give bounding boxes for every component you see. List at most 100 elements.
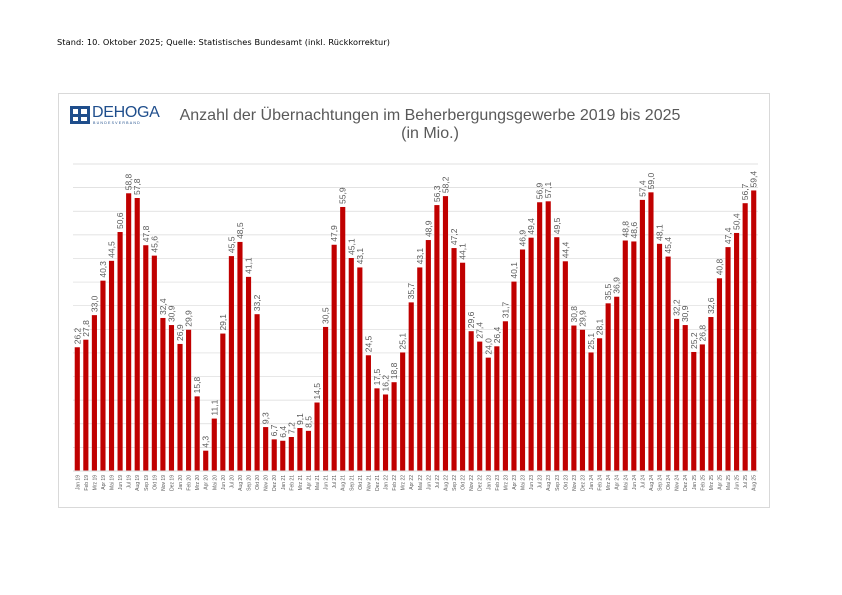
bar bbox=[408, 302, 414, 471]
bar bbox=[605, 303, 611, 471]
bar bbox=[631, 241, 637, 471]
value-label: 50,4 bbox=[732, 213, 742, 230]
x-tick-label: Jul 19 bbox=[127, 475, 133, 489]
value-label: 45,1 bbox=[346, 238, 356, 255]
x-tick-label: Feb 20 bbox=[187, 475, 193, 491]
value-label: 30,5 bbox=[321, 307, 331, 324]
x-tick-label: Mrz 19 bbox=[92, 475, 98, 491]
value-label: 27,8 bbox=[81, 320, 91, 337]
value-label: 50,6 bbox=[115, 212, 125, 229]
x-tick-label: Sep 23 bbox=[555, 475, 561, 491]
value-label: 56,3 bbox=[432, 185, 442, 202]
x-tick-label: Jun 23 bbox=[529, 475, 535, 490]
value-label: 29,9 bbox=[577, 310, 587, 327]
bar bbox=[168, 325, 175, 471]
bar bbox=[211, 418, 217, 471]
value-label: 29,6 bbox=[466, 311, 476, 328]
source-note: Stand: 10. Oktober 2025; Quelle: Statist… bbox=[57, 37, 391, 47]
x-tick-label: Feb 21 bbox=[289, 475, 295, 491]
value-label: 7,2 bbox=[286, 422, 296, 434]
value-label: 48,9 bbox=[423, 220, 433, 237]
bar bbox=[348, 257, 354, 471]
bar bbox=[143, 245, 149, 471]
bar bbox=[502, 321, 508, 471]
value-label: 32,4 bbox=[158, 298, 168, 315]
bar bbox=[365, 355, 371, 471]
bar bbox=[331, 244, 337, 471]
bar bbox=[117, 232, 123, 471]
bar bbox=[648, 192, 654, 472]
x-tick-label: Aug 23 bbox=[546, 475, 552, 491]
x-tick-label: Jun 20 bbox=[221, 475, 227, 490]
x-tick-label: Jun 25 bbox=[735, 475, 741, 490]
value-label: 27,4 bbox=[475, 322, 485, 339]
bar bbox=[126, 193, 132, 471]
value-label: 24,0 bbox=[483, 338, 493, 355]
value-label: 24,5 bbox=[363, 335, 373, 352]
x-tick-label: Jan 21 bbox=[281, 475, 287, 490]
x-tick-label: Jan 24 bbox=[589, 475, 595, 490]
value-label: 25,1 bbox=[586, 333, 596, 350]
bar bbox=[297, 428, 303, 471]
x-tick-label: Dez 21 bbox=[375, 475, 381, 491]
bar bbox=[237, 241, 243, 471]
bar bbox=[305, 430, 312, 471]
value-label: 30,8 bbox=[569, 306, 579, 323]
x-tick-label: Okt 19 bbox=[152, 475, 158, 490]
value-label: 32,6 bbox=[706, 297, 716, 314]
x-tick-label: Aug 24 bbox=[649, 475, 655, 491]
bar bbox=[134, 198, 140, 471]
value-label: 18,8 bbox=[389, 362, 399, 379]
x-tick-label: Nov 22 bbox=[469, 475, 475, 491]
value-label: 35,7 bbox=[406, 283, 416, 300]
bar bbox=[716, 278, 723, 471]
value-label: 56,7 bbox=[740, 183, 750, 200]
value-label: 26,9 bbox=[175, 324, 185, 341]
x-tick-label: Apr 23 bbox=[512, 475, 518, 490]
bar bbox=[374, 388, 380, 471]
value-label: 57,1 bbox=[543, 181, 553, 198]
x-tick-label: Sep 19 bbox=[144, 475, 150, 491]
bars bbox=[74, 190, 757, 472]
x-tick-label: Jul 20 bbox=[229, 475, 235, 489]
x-tick-label: Mai 22 bbox=[418, 475, 424, 490]
bar bbox=[280, 440, 286, 471]
x-tick-label: Okt 23 bbox=[563, 475, 569, 490]
x-tick-label: Aug 22 bbox=[443, 475, 449, 491]
value-label: 59,0 bbox=[646, 173, 656, 190]
x-tick-label: Apr 22 bbox=[409, 475, 415, 490]
x-tick-label: Mrz 20 bbox=[195, 475, 201, 491]
bar bbox=[203, 450, 209, 471]
value-label: 26,4 bbox=[492, 326, 502, 343]
value-label: 16,2 bbox=[381, 375, 391, 392]
x-tick-label: Mai 25 bbox=[726, 475, 732, 490]
value-label: 57,8 bbox=[132, 178, 142, 195]
x-tick-label: Okt 22 bbox=[461, 475, 467, 490]
value-label: 17,5 bbox=[372, 369, 382, 386]
value-label: 8,5 bbox=[303, 416, 313, 428]
x-tick-label: Nov 24 bbox=[675, 475, 681, 491]
logo-subtitle: BUNDESVERBAND bbox=[93, 121, 141, 125]
value-label: 46,9 bbox=[518, 230, 528, 247]
value-label: 41,1 bbox=[244, 257, 254, 274]
bar bbox=[537, 202, 543, 471]
bar bbox=[622, 240, 628, 471]
x-tick-label: Feb 24 bbox=[598, 475, 604, 491]
value-label: 32,2 bbox=[672, 299, 682, 316]
bar bbox=[271, 439, 277, 471]
value-label: 29,9 bbox=[184, 310, 194, 327]
bar bbox=[417, 267, 423, 471]
value-label: 6,7 bbox=[269, 424, 279, 436]
bar bbox=[597, 338, 603, 471]
value-label: 6,4 bbox=[278, 426, 288, 438]
value-label: 11,1 bbox=[209, 399, 219, 415]
x-tick-label: Sep 21 bbox=[349, 475, 355, 491]
bar bbox=[485, 357, 491, 471]
x-tick-label: Jun 19 bbox=[118, 475, 124, 490]
x-tick-label: Dez 19 bbox=[169, 475, 175, 491]
value-label: 48,6 bbox=[629, 222, 639, 239]
bar bbox=[442, 196, 449, 471]
bar bbox=[451, 248, 457, 471]
bar bbox=[656, 243, 663, 471]
